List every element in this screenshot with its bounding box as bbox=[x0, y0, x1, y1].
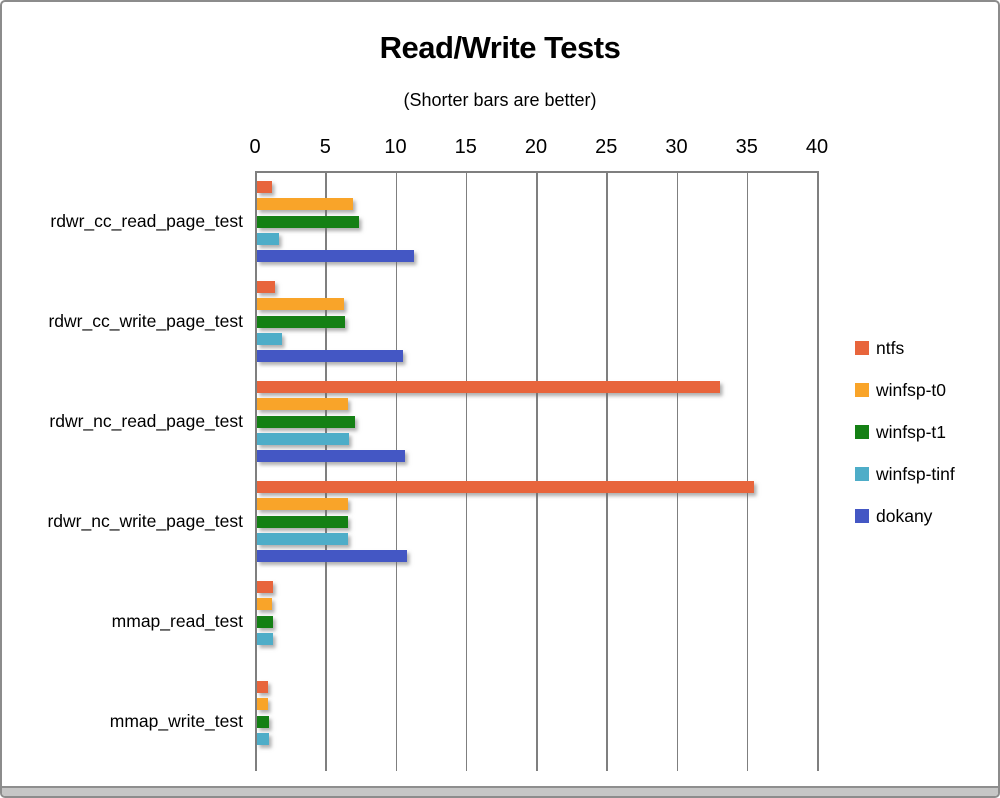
bar-winfsp-tinf bbox=[256, 332, 282, 345]
legend-item-dokany: dokany bbox=[855, 506, 932, 526]
legend-swatch bbox=[855, 467, 869, 481]
category-label: mmap_read_test bbox=[111, 610, 243, 631]
bar-ntfs bbox=[256, 181, 272, 193]
bar-winfsp-t1 bbox=[256, 315, 345, 328]
category-label: mmap_write_test bbox=[109, 710, 243, 731]
legend-swatch bbox=[855, 341, 869, 355]
bar-ntfs bbox=[256, 281, 275, 293]
gridline bbox=[465, 171, 468, 771]
bar-winfsp-t0 bbox=[256, 698, 268, 711]
chart-title: Read/Write Tests bbox=[379, 30, 621, 65]
x-axis-tick-label: 20 bbox=[524, 136, 548, 158]
bar-winfsp-t1 bbox=[256, 615, 274, 628]
axis-line-left bbox=[255, 171, 257, 771]
legend-swatch bbox=[855, 509, 869, 523]
legend-item-ntfs: ntfs bbox=[855, 338, 904, 358]
gridline bbox=[325, 171, 327, 771]
bar-dokany bbox=[256, 450, 406, 463]
x-axis-tick-label: 30 bbox=[665, 136, 688, 158]
bar-dokany bbox=[256, 550, 407, 563]
bar-ntfs bbox=[256, 381, 721, 393]
window-bottom-edge bbox=[2, 786, 998, 796]
bar-winfsp-tinf bbox=[256, 632, 274, 645]
bar-winfsp-t0 bbox=[256, 298, 344, 311]
bar-winfsp-t0 bbox=[256, 598, 272, 611]
legend-label: winfsp-t0 bbox=[876, 379, 947, 400]
bar-winfsp-t0 bbox=[256, 398, 348, 411]
bar-winfsp-tinf bbox=[256, 532, 348, 545]
bar-ntfs bbox=[256, 681, 268, 693]
bar-winfsp-tinf bbox=[256, 232, 279, 245]
x-axis-tick-label: 25 bbox=[595, 136, 618, 158]
bar-winfsp-tinf bbox=[256, 732, 270, 745]
gridline bbox=[817, 171, 819, 771]
bar-winfsp-t1 bbox=[256, 515, 348, 528]
x-axis-tick-label: 10 bbox=[384, 136, 407, 158]
bar-dokany bbox=[256, 350, 403, 363]
bar-winfsp-t0 bbox=[256, 198, 354, 211]
category-label: rdwr_cc_read_page_test bbox=[50, 210, 243, 231]
legend-swatch bbox=[855, 383, 869, 397]
gridline bbox=[746, 171, 749, 771]
category-label: rdwr_nc_write_page_test bbox=[47, 510, 243, 531]
legend-label: ntfs bbox=[876, 337, 905, 358]
legend-item-winfsp-t0: winfsp-t0 bbox=[855, 380, 946, 400]
gridline bbox=[536, 171, 538, 771]
x-axis-tick-label: 0 bbox=[249, 136, 261, 158]
gridline bbox=[395, 171, 397, 771]
bar-ntfs bbox=[256, 481, 754, 493]
gridline bbox=[606, 171, 608, 771]
bar-winfsp-t1 bbox=[256, 215, 360, 228]
bar-winfsp-t0 bbox=[256, 498, 348, 511]
chart-subtitle: (Shorter bars are better) bbox=[403, 90, 597, 110]
category-label: rdwr_nc_read_page_test bbox=[49, 410, 243, 431]
bar-winfsp-t1 bbox=[256, 415, 355, 428]
x-axis-tick-label: 40 bbox=[805, 136, 829, 158]
category-label: rdwr_cc_write_page_test bbox=[48, 310, 243, 331]
gridline bbox=[676, 171, 678, 771]
legend-label: winfsp-tinf bbox=[876, 463, 955, 484]
x-axis-tick-label: 5 bbox=[319, 136, 331, 158]
bar-dokany bbox=[256, 250, 414, 263]
legend-label: dokany bbox=[876, 505, 933, 526]
legend-item-winfsp-t1: winfsp-t1 bbox=[855, 422, 946, 442]
bar-winfsp-t1 bbox=[256, 715, 270, 728]
bar-winfsp-tinf bbox=[256, 432, 350, 445]
legend-item-winfsp-tinf: winfsp-tinf bbox=[855, 464, 955, 484]
bar-ntfs bbox=[256, 581, 274, 593]
legend-label: winfsp-t1 bbox=[876, 421, 947, 442]
legend-swatch bbox=[855, 425, 869, 439]
x-axis-tick-label: 35 bbox=[735, 136, 758, 158]
x-axis-tick-label: 15 bbox=[454, 136, 477, 158]
